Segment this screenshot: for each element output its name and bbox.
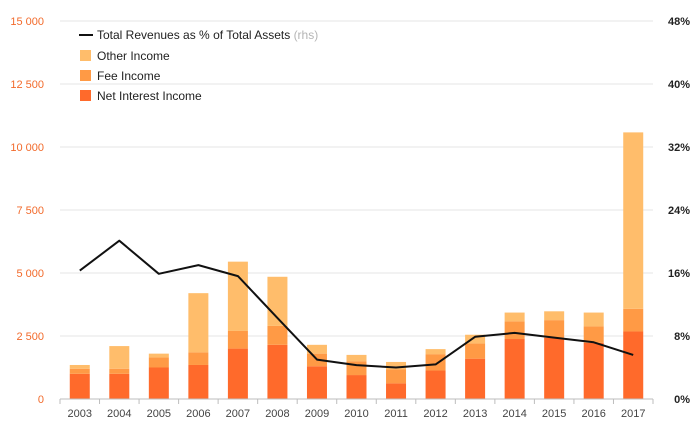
- x-tick-label: 2004: [107, 408, 131, 420]
- bar-other-income: [109, 346, 130, 369]
- legend-line-label: Total Revenues as % of Total Assets (rhs…: [97, 28, 318, 42]
- bar-stacks: [69, 132, 644, 399]
- bar-net-interest-income: [109, 373, 130, 399]
- bar-fee-income: [188, 352, 209, 365]
- bar-net-interest-income: [188, 364, 209, 399]
- bar-other-income: [465, 334, 486, 344]
- bar-other-income: [148, 353, 169, 358]
- bar-net-interest-income: [425, 370, 446, 399]
- bar-fee-income: [148, 357, 169, 368]
- legend-swatch-net-interest-income: [80, 90, 91, 101]
- x-tick-label: 2003: [68, 408, 92, 420]
- y-left-tick-label: 15 000: [10, 16, 44, 28]
- bar-net-interest-income: [227, 348, 248, 399]
- bar-other-income: [346, 354, 367, 362]
- bar-fee-income: [544, 320, 565, 338]
- y-left-tick-label: 0: [38, 394, 44, 406]
- bar-net-interest-income: [148, 367, 169, 399]
- bar-other-income: [69, 364, 90, 369]
- legend-label-other-income: Other Income: [97, 49, 170, 63]
- y-right-tick-label: 24%: [668, 205, 690, 217]
- y-axis-left: 0 2 500 5 000 7 500 10 000 12 500 15 000: [10, 16, 44, 406]
- y-left-tick-label: 2 500: [16, 331, 44, 343]
- legend-label-net-interest-income: Net Interest Income: [97, 89, 202, 103]
- y-right-tick-label: 40%: [668, 79, 690, 91]
- y-right-tick-label: 48%: [668, 16, 690, 28]
- y-left-tick-label: 7 500: [16, 205, 44, 217]
- bar-fee-income: [504, 321, 525, 340]
- revenue-ratio-line-group: [79, 239, 634, 369]
- x-tick-label: 2015: [542, 408, 566, 420]
- legend-swatch-fee-income: [80, 70, 91, 81]
- y-right-tick-label: 8%: [674, 331, 690, 343]
- bar-other-income: [583, 312, 604, 327]
- bar-fee-income: [425, 354, 446, 371]
- y-left-tick-label: 12 500: [10, 79, 44, 91]
- bar-fee-income: [386, 369, 407, 384]
- y-right-tick-label: 32%: [668, 142, 690, 154]
- x-tick-label: 2016: [581, 408, 605, 420]
- bar-fee-income: [227, 330, 248, 349]
- revenue-ratio-line: [79, 239, 634, 369]
- bar-other-income: [504, 312, 525, 322]
- bar-other-income: [386, 361, 407, 370]
- bar-net-interest-income: [544, 337, 565, 399]
- legend-swatch-other-income: [80, 50, 91, 61]
- legend: Total Revenues as % of Total Assets (rhs…: [79, 28, 318, 103]
- x-tick-label: 2011: [384, 408, 408, 420]
- x-axis-ticks: 2003 2004 2005 2006 2007 2008 2009 2010 2011 2012…: [68, 408, 646, 420]
- x-tick-label: 2007: [226, 408, 250, 420]
- bar-net-interest-income: [346, 375, 367, 399]
- bar-net-interest-income: [386, 383, 407, 399]
- bar-other-income: [306, 344, 327, 354]
- x-tick-label: 2017: [621, 408, 645, 420]
- x-tick-label: 2012: [423, 408, 447, 420]
- legend-label-fee-income: Fee Income: [97, 69, 161, 83]
- x-tick-label: 2006: [186, 408, 210, 420]
- x-tick-label: 2009: [305, 408, 329, 420]
- y-axis-right: 0% 8% 16% 24% 32% 40% 48%: [668, 16, 690, 406]
- bar-other-income: [425, 349, 446, 355]
- bar-other-income: [623, 132, 644, 309]
- bar-other-income: [227, 261, 248, 331]
- x-tick-label: 2014: [502, 408, 526, 420]
- x-tick-label: 2005: [147, 408, 171, 420]
- bar-fee-income: [267, 325, 288, 345]
- bar-net-interest-income: [465, 358, 486, 399]
- bar-fee-income: [623, 308, 644, 332]
- x-tick-label: 2013: [463, 408, 487, 420]
- bar-fee-income: [583, 326, 604, 343]
- y-left-tick-label: 5 000: [16, 268, 44, 280]
- bar-net-interest-income: [583, 342, 604, 399]
- bar-fee-income: [109, 368, 130, 374]
- x-axis: [59, 398, 654, 404]
- bar-fee-income: [465, 343, 486, 359]
- x-tick-label: 2010: [344, 408, 368, 420]
- bar-other-income: [544, 311, 565, 321]
- y-right-tick-label: 0%: [674, 394, 690, 406]
- y-left-tick-label: 10 000: [10, 142, 44, 154]
- bar-other-income: [188, 293, 209, 353]
- bar-net-interest-income: [69, 373, 90, 399]
- x-tick-label: 2008: [265, 408, 289, 420]
- bar-net-interest-income: [504, 339, 525, 399]
- bar-fee-income: [69, 368, 90, 374]
- y-right-tick-label: 16%: [668, 268, 690, 280]
- bar-net-interest-income: [623, 331, 644, 399]
- bar-net-interest-income: [306, 366, 327, 399]
- bar-net-interest-income: [267, 344, 288, 399]
